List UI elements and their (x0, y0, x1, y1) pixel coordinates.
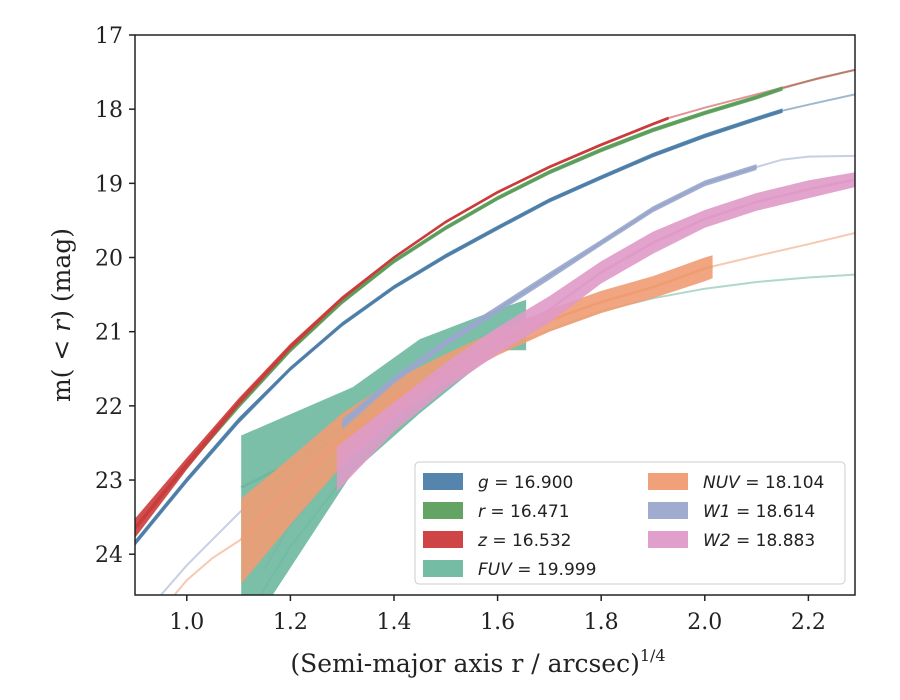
legend-item-w1: W1 = 18.614 (648, 502, 815, 522)
y-tick-label: 18 (95, 98, 123, 123)
y-tick-label: 17 (95, 24, 123, 49)
series-nuv-tail-end (712, 232, 855, 268)
y-axis-label-math: < r (47, 318, 76, 369)
series-z-line (135, 116, 669, 529)
legend-swatch (423, 502, 463, 519)
legend-item-w2: W2 = 18.883 (648, 531, 815, 551)
legend-swatch (648, 502, 688, 519)
plot-frame (134, 34, 856, 596)
y-tick-label: 19 (95, 172, 123, 197)
legend-swatch (423, 560, 463, 577)
legend-swatch (423, 473, 463, 490)
series-layer (135, 68, 855, 595)
y-tick-label: 21 (95, 321, 123, 346)
legend-swatch (648, 473, 688, 490)
x-tick-label: 1.4 (376, 610, 411, 635)
y-axis-label-prefix: m( (47, 369, 76, 402)
legend-label: FUV = 19.999 (478, 560, 596, 580)
legend-item-fuv: FUV = 19.999 (423, 560, 596, 580)
legend-label: NUV = 18.104 (703, 473, 824, 493)
x-axis-label-text: (Semi-major axis r / arcsec) (290, 649, 639, 678)
x-tick-label: 2.0 (687, 610, 722, 635)
x-tick-label: 2.2 (791, 610, 826, 635)
series-w1-tail-end (756, 154, 855, 168)
series-nuv-band (241, 255, 713, 584)
x-tick-label: 1.6 (480, 610, 515, 635)
series-z-tail (668, 68, 855, 120)
x-tick-label: 1.2 (273, 610, 308, 635)
series-w2-line (336, 178, 855, 470)
x-axis-ticks: 1.0 1.2 1.4 1.6 1.8 2.0 2.2 (169, 595, 826, 635)
y-tick-label: 22 (95, 395, 123, 420)
series-g-line (135, 109, 783, 544)
legend: g = 16.900 r = 16.471 z = 16.532 FUV = 19.9… (414, 461, 846, 585)
series-w2-band (337, 172, 855, 492)
y-axis-ticks: 17 18 19 20 21 22 23 24 (95, 24, 135, 568)
x-axis-label-superscript: 1/4 (640, 646, 666, 665)
legend-swatch (423, 531, 463, 548)
x-axis-label: (Semi-major axis r / arcsec)1/4 (290, 646, 665, 678)
legend-label: z = 16.532 (477, 531, 571, 551)
legend-swatch (648, 531, 688, 548)
legend-label: W1 = 18.614 (703, 502, 815, 522)
y-axis-label-suffix: ) (mag) (47, 228, 76, 320)
y-tick-label: 24 (95, 543, 123, 568)
legend-label: r = 16.471 (478, 502, 570, 522)
y-tick-label: 23 (95, 469, 123, 494)
y-axis-label: m( < r) (mag) (47, 228, 76, 402)
legend-item-g: g = 16.900 (423, 473, 573, 493)
legend-item-nuv: NUV = 18.104 (648, 473, 824, 493)
series-w1-line (341, 165, 757, 426)
x-tick-label: 1.0 (169, 610, 204, 635)
legend-item-z: z = 16.532 (423, 531, 571, 551)
y-tick-label: 20 (95, 247, 123, 272)
series-r-line (135, 87, 783, 529)
series-nuv-tail (173, 538, 242, 595)
legend-label: g = 16.900 (478, 473, 573, 493)
legend-item-r: r = 16.471 (423, 502, 570, 522)
series-g-tail (782, 93, 855, 112)
legend-label: W2 = 18.883 (703, 531, 815, 551)
x-tick-label: 1.8 (584, 610, 619, 635)
legend-frame (414, 461, 846, 585)
